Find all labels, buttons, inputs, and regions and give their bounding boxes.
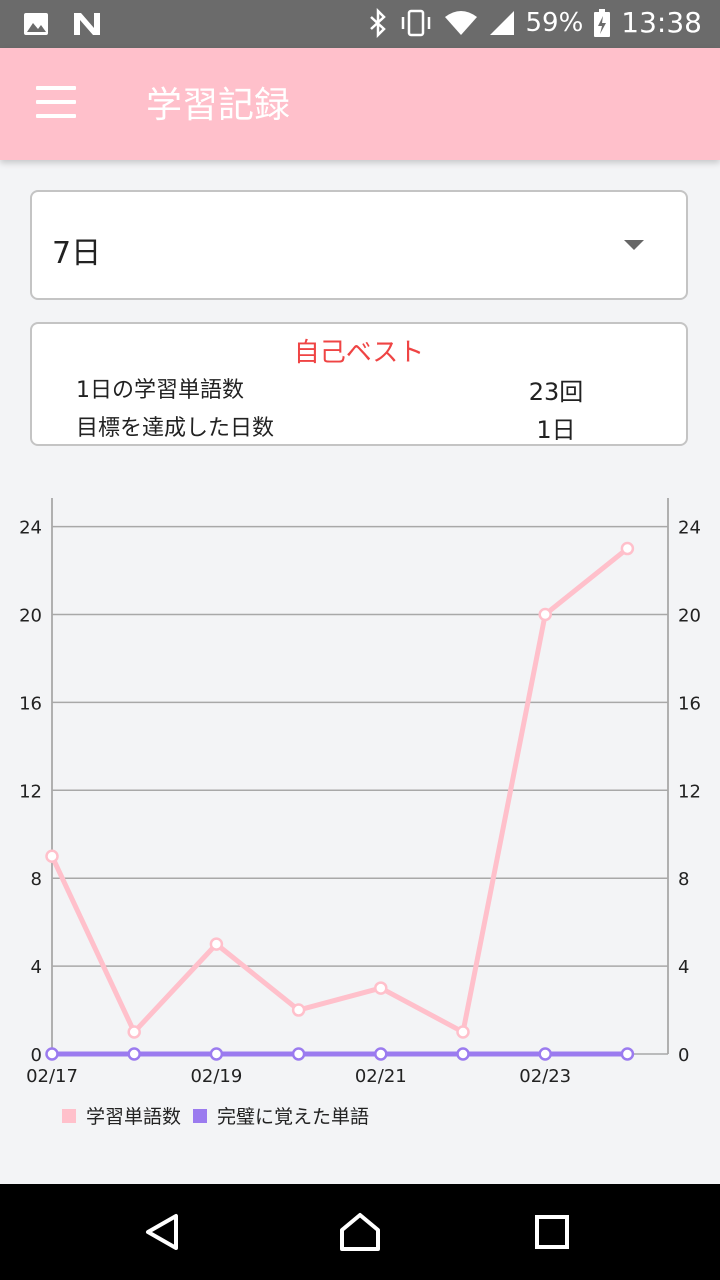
best-row-value: 23回 (528, 378, 584, 406)
vibrate-icon (401, 9, 430, 36)
y-tick-label-left: 16 (19, 693, 42, 714)
personal-best-heading: 自己ベスト (293, 338, 425, 368)
wifi-icon (444, 10, 477, 35)
data-point (127, 1047, 141, 1061)
legend-item-perfect-words: 完璧に覚えた単語 (193, 1102, 369, 1129)
y-tick-label-left: 24 (19, 518, 42, 539)
data-point (620, 541, 635, 556)
y-tick-label-right: 16 (678, 693, 701, 714)
data-point (45, 849, 59, 863)
data-point (45, 1047, 59, 1061)
data-point (374, 981, 388, 995)
hamburger-menu-icon[interactable] (36, 86, 76, 120)
status-bar: 59% 13:38 (0, 0, 720, 48)
y-tick-label-right: 4 (678, 957, 689, 978)
x-tick-label: 02/23 (519, 1066, 571, 1087)
home-icon[interactable] (338, 1210, 382, 1254)
study-record-chart: 0 0 4 4 8 8 12 12 16 16 20 20 24 24 02/17 02/19 02/21 02/… (19, 498, 701, 1087)
signal-icon (489, 10, 514, 35)
period-select-value: 7日 (52, 236, 102, 271)
app-bar: 学習記録 (0, 48, 720, 160)
chart-legend: 学習単語数 完璧に覚えた単語 (62, 1102, 381, 1129)
period-select[interactable]: 7日 (30, 190, 688, 300)
series-line-0 (49, 546, 629, 1035)
data-point (209, 937, 224, 951)
data-point (620, 1047, 635, 1061)
recents-icon[interactable] (530, 1210, 574, 1254)
x-tick-label: 02/19 (190, 1066, 242, 1087)
legend-swatch (193, 1108, 208, 1123)
x-tick-label: 02/21 (355, 1066, 407, 1087)
data-point (538, 607, 552, 622)
bluetooth-icon (369, 7, 386, 38)
clock: 13:38 (621, 6, 702, 39)
y-tick-label-right: 12 (678, 781, 701, 802)
legend-label: 完璧に覚えた単語 (217, 1106, 370, 1128)
back-icon[interactable] (140, 1210, 184, 1254)
dropdown-arrow-icon (624, 240, 644, 250)
data-point (291, 1047, 306, 1061)
best-row-label: 目標を達成した日数 (76, 416, 275, 441)
data-point (209, 1047, 224, 1061)
data-point (456, 1025, 470, 1039)
image-icon (24, 13, 48, 35)
data-point (456, 1047, 470, 1061)
best-row-value: 1日 (536, 416, 576, 444)
y-tick-label-right: 0 (678, 1045, 689, 1066)
x-tick-label: 02/17 (26, 1066, 78, 1087)
navigation-bar (0, 1184, 720, 1280)
y-tick-label-left: 20 (19, 605, 42, 626)
y-tick-label-left: 8 (31, 869, 42, 890)
data-point (538, 1047, 552, 1061)
battery-charging-icon (594, 8, 611, 37)
page-title: 学習記録 (146, 85, 291, 126)
best-row-label: 1日の学習単語数 (76, 378, 244, 403)
battery-percent: 59% (525, 7, 584, 38)
data-point (291, 1003, 306, 1017)
y-tick-label-right: 20 (678, 605, 701, 626)
data-point (374, 1047, 388, 1061)
y-tick-label-right: 24 (678, 518, 701, 539)
y-tick-label-right: 8 (678, 869, 689, 890)
personal-best-card: 自己ベスト 1日の学習単語数 23回 目標を達成した日数 1日 (30, 322, 688, 446)
data-point (127, 1025, 141, 1039)
y-tick-label-left: 4 (31, 957, 42, 978)
y-tick-label-left: 0 (31, 1045, 42, 1066)
legend-swatch (62, 1108, 76, 1123)
best-row-goal-days: 目標を達成した日数 1日 (76, 410, 616, 444)
y-tick-label-left: 12 (19, 781, 42, 802)
best-row-daily-words: 1日の学習単語数 23回 (76, 372, 616, 406)
legend-label: 学習単語数 (86, 1106, 182, 1128)
n-icon (74, 13, 100, 35)
legend-item-study-words: 学習単語数 (62, 1102, 181, 1129)
